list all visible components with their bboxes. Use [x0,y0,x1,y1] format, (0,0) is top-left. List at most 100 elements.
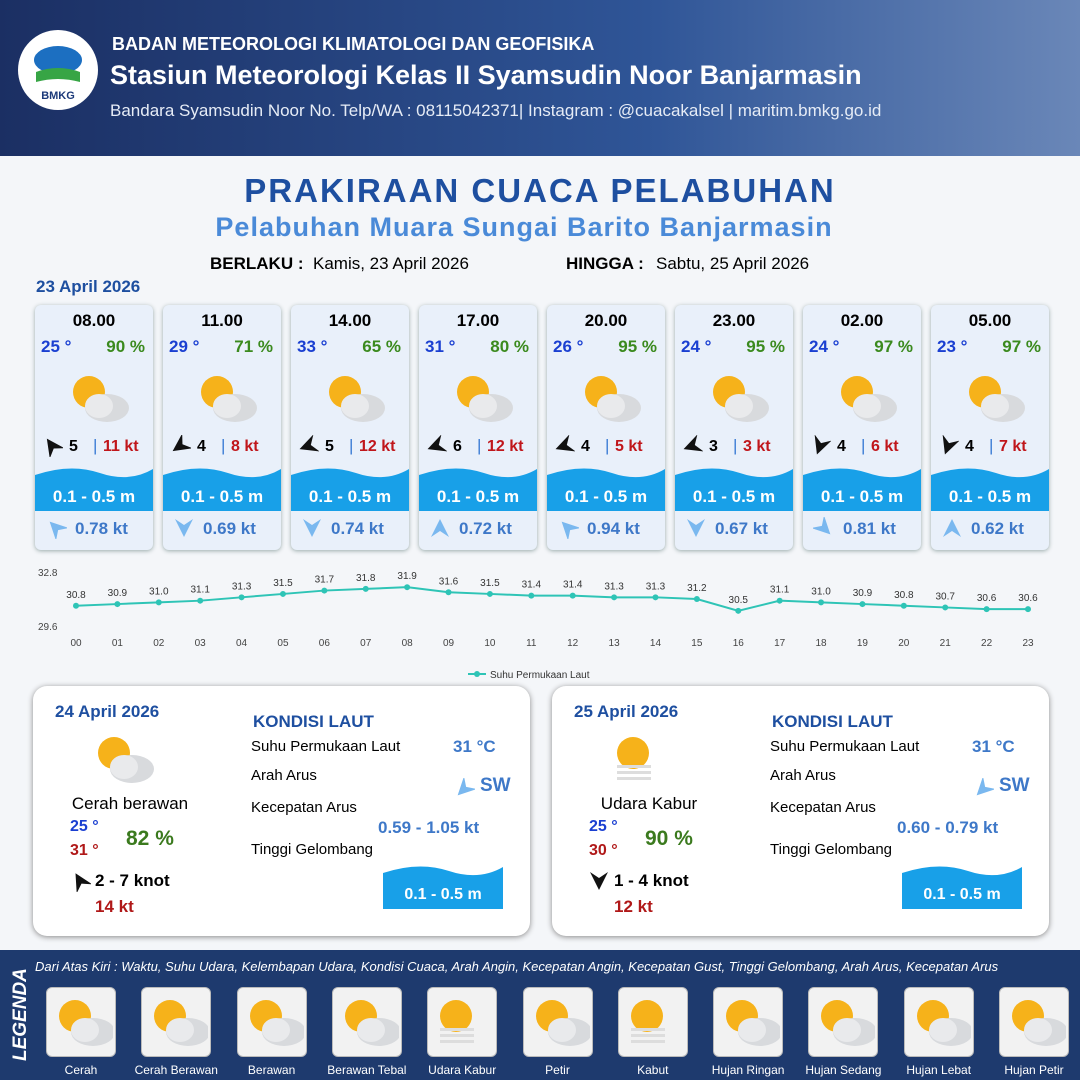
legend-swatch-dot [474,671,480,677]
cloud [341,394,369,418]
legend-item-label: Hujan Sedang [805,1063,882,1077]
card-wave: 0.1 - 0.5 m [564,487,648,506]
x-tick-label: 04 [236,638,248,649]
value-label: 31.3 [646,581,666,592]
x-tick-label: 19 [857,638,869,649]
cloud [166,1018,195,1042]
legend-icon-box [141,987,212,1057]
wave-shape [931,468,1049,511]
cloud [356,1018,385,1042]
cloud [725,394,753,418]
point [776,597,783,604]
weather-icon [1012,1000,1066,1046]
card-temp: 24 ° [809,337,840,356]
wave [383,866,503,909]
card-wind: 4 [965,438,974,455]
point [155,599,162,606]
weather-icon [201,376,257,422]
gust: 12 kt [614,897,653,916]
wind: 1 - 4 knot [614,871,689,890]
wind-arrow [683,435,703,452]
legend-title: LEGENDA [10,968,31,1061]
current-arrow [687,519,705,537]
card-humidity: 71 % [234,337,273,356]
x-tick-label: 18 [815,638,827,649]
legend-icon-box [331,987,402,1057]
field-label: Tinggi Gelombang [251,841,374,858]
card-time: 14.00 [328,311,372,330]
current-arrow-shape [457,778,475,796]
forecast-card: 23.00 24 ° 95 % 3 | 3 kt 0.1 - 0.5 m 0.67 kt [675,305,793,550]
card-temp: 24 ° [681,337,712,356]
card-wave: 0.1 - 0.5 m [820,487,904,506]
weather-icon [249,1000,304,1046]
point [362,585,369,592]
x-tick-label: 10 [484,638,496,649]
point [569,592,576,599]
cloud [833,1018,862,1042]
wave-shape [419,468,537,511]
current-arrow [943,519,961,537]
x-tick-label: 03 [195,638,207,649]
field-label: Kecepatan Arus [770,799,876,816]
legend-item-label: Udara Kabur [428,1063,497,1077]
card-wind: 4 [197,438,206,455]
wave [35,468,153,511]
point [238,594,245,601]
weather-icon [916,1000,971,1046]
legend-icon-box [427,987,498,1057]
x-tick-label: 17 [774,638,786,649]
cloud [71,1018,99,1042]
current-arrow [431,519,449,537]
legend-item-label: Kabut [637,1063,669,1077]
current-dir: SW [480,775,511,796]
wave [803,468,921,511]
current-arrow [457,778,475,796]
cloud [85,394,113,418]
to-date: Sabtu, 25 April 2026 [656,254,810,273]
card-time: 23.00 [712,311,756,330]
point [445,589,452,596]
wind-arrow-shape [427,435,447,452]
point [279,590,286,597]
sst: 31 °C [453,737,496,756]
weather-icon [344,1000,399,1046]
wave [902,866,1022,909]
weather-icon [630,1000,665,1043]
separator: | [989,436,994,455]
org-name: BADAN METEOROLOGI KLIMATOLOGI DAN GEOFIS… [112,34,595,54]
point [114,601,121,608]
value-label: 31.0 [811,586,831,597]
point [735,607,742,614]
weather-icon [617,737,651,780]
x-tick-label: 23 [1022,638,1034,649]
station-name: Stasiun Meteorologi Kelas II Syamsudin N… [110,60,862,90]
card-wind: 5 [69,438,78,455]
wind-arrow [814,435,831,455]
legend-icon-box [808,987,879,1057]
card-gust: 3 kt [743,438,771,455]
value-label: 31.5 [480,578,500,589]
x-tick-label: 09 [443,638,455,649]
header-banner [0,0,1080,156]
card-wave: 0.1 - 0.5 m [948,487,1032,506]
legend-label: Suhu Permukaan Laut [490,670,590,681]
haze-line [440,1034,475,1037]
card-humidity: 95 % [746,337,785,356]
card-current: 0.69 kt [203,519,256,538]
value-label: 31.4 [563,580,583,591]
legend-icon-box [236,987,307,1057]
point [900,602,907,609]
haze-line [617,765,651,768]
card-temp: 26 ° [553,337,584,356]
x-tick-label: 16 [733,638,745,649]
point [197,597,204,604]
card-current: 0.81 kt [843,519,896,538]
card-current: 0.78 kt [75,519,128,538]
humidity: 90 % [645,827,693,850]
wave [419,468,537,511]
humidity: 82 % [126,827,174,850]
card-temp: 29 ° [169,337,200,356]
weather-icon [329,376,385,422]
field-label: Arah Arus [770,767,836,784]
